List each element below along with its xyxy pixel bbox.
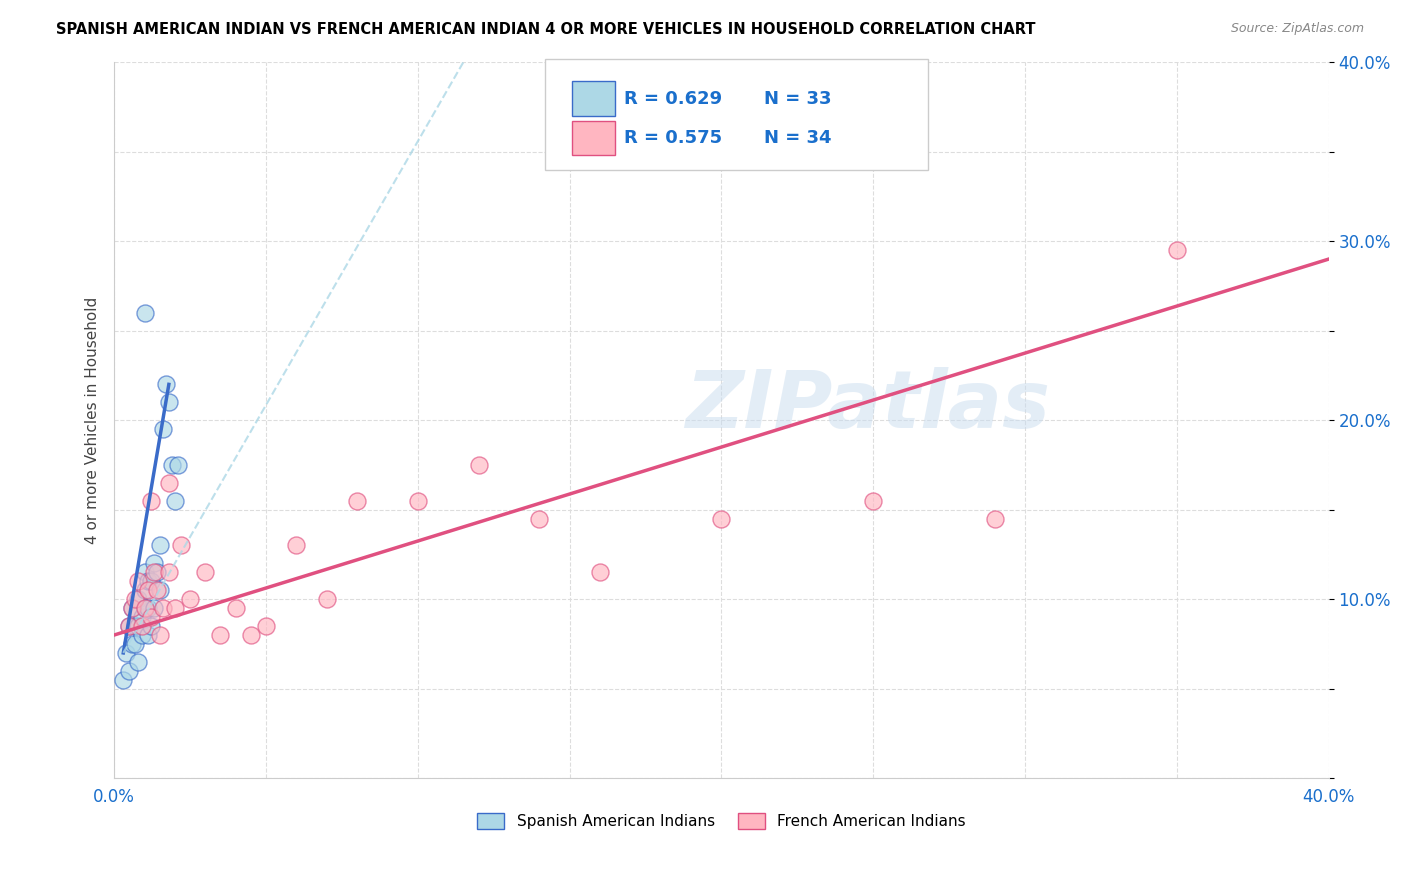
Point <box>179 592 201 607</box>
Text: ZIPatlas: ZIPatlas <box>685 367 1050 445</box>
Point <box>346 493 368 508</box>
Point <box>254 619 277 633</box>
FancyBboxPatch shape <box>572 81 614 116</box>
Point <box>134 306 156 320</box>
Point <box>862 493 884 508</box>
Text: Source: ZipAtlas.com: Source: ZipAtlas.com <box>1230 22 1364 36</box>
Point <box>134 601 156 615</box>
Point <box>127 619 149 633</box>
Point <box>145 583 167 598</box>
Point <box>136 601 159 615</box>
Legend: Spanish American Indians, French American Indians: Spanish American Indians, French America… <box>471 807 972 835</box>
Point <box>194 566 217 580</box>
Text: R = 0.575: R = 0.575 <box>624 129 723 147</box>
Point <box>134 566 156 580</box>
Point <box>163 493 186 508</box>
Point <box>127 574 149 589</box>
Point <box>157 395 180 409</box>
Point <box>115 646 138 660</box>
Text: N = 34: N = 34 <box>763 129 831 147</box>
Point <box>167 458 190 472</box>
Point <box>136 628 159 642</box>
Point <box>112 673 135 687</box>
Point <box>142 601 165 615</box>
Point <box>121 637 143 651</box>
Point <box>136 574 159 589</box>
Point <box>131 610 153 624</box>
Point <box>131 628 153 642</box>
Point <box>155 377 177 392</box>
Point <box>529 511 551 525</box>
Point <box>139 574 162 589</box>
Point <box>124 619 146 633</box>
Point <box>1166 243 1188 257</box>
Point <box>152 601 174 615</box>
Point <box>145 566 167 580</box>
Point <box>124 592 146 607</box>
Point <box>131 619 153 633</box>
Point <box>149 539 172 553</box>
Point <box>127 655 149 669</box>
Point <box>118 664 141 678</box>
FancyBboxPatch shape <box>546 59 928 169</box>
Text: R = 0.629: R = 0.629 <box>624 90 723 108</box>
Point <box>984 511 1007 525</box>
Point <box>134 601 156 615</box>
Point <box>170 539 193 553</box>
Point <box>139 610 162 624</box>
Point <box>124 637 146 651</box>
Point <box>157 566 180 580</box>
Point <box>152 422 174 436</box>
Point <box>157 475 180 490</box>
Text: N = 33: N = 33 <box>763 90 831 108</box>
Y-axis label: 4 or more Vehicles in Household: 4 or more Vehicles in Household <box>86 296 100 544</box>
Point <box>127 592 149 607</box>
Point <box>285 539 308 553</box>
Point <box>142 557 165 571</box>
Point <box>589 566 612 580</box>
Point <box>239 628 262 642</box>
Point <box>160 458 183 472</box>
FancyBboxPatch shape <box>572 120 614 155</box>
Point <box>118 619 141 633</box>
Point <box>118 619 141 633</box>
Point <box>149 583 172 598</box>
Text: SPANISH AMERICAN INDIAN VS FRENCH AMERICAN INDIAN 4 OR MORE VEHICLES IN HOUSEHOL: SPANISH AMERICAN INDIAN VS FRENCH AMERIC… <box>56 22 1036 37</box>
Point <box>121 601 143 615</box>
Point <box>710 511 733 525</box>
Point <box>467 458 489 472</box>
Point <box>209 628 232 642</box>
Point <box>134 583 156 598</box>
Point <box>121 601 143 615</box>
Point <box>136 583 159 598</box>
Point <box>139 493 162 508</box>
Point <box>406 493 429 508</box>
Point <box>225 601 247 615</box>
Point <box>142 566 165 580</box>
Point <box>163 601 186 615</box>
Point <box>139 619 162 633</box>
Point <box>315 592 337 607</box>
Point <box>149 628 172 642</box>
